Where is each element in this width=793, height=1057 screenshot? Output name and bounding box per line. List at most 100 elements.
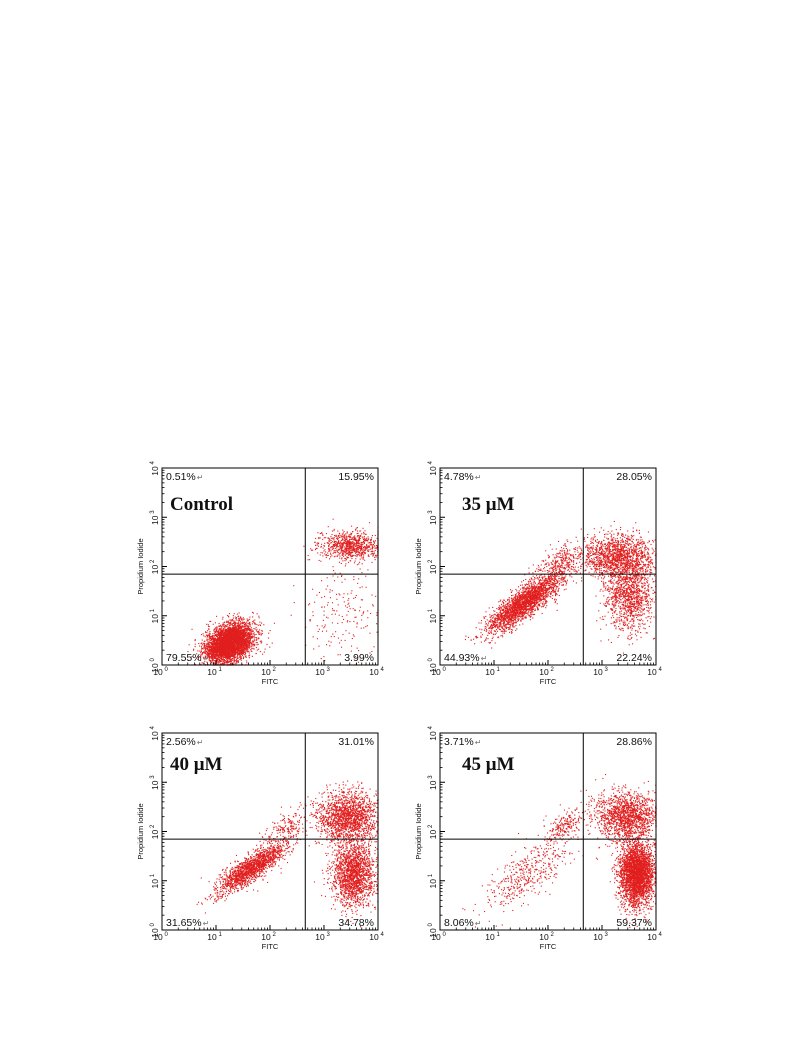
- event-dot-c0: [220, 632, 222, 634]
- event-dot-c0: [224, 644, 226, 646]
- event-dot-c0: [262, 653, 264, 655]
- event-dot-c0: [228, 657, 230, 659]
- event-dot-c1: [303, 545, 305, 547]
- event-dot-c1: [374, 559, 376, 561]
- event-dot-c0: [241, 642, 243, 644]
- event-dot-c0: [217, 640, 219, 642]
- event-dot-c0: [219, 663, 221, 665]
- event-dot-c0: [207, 639, 209, 641]
- event-dot-c0: [216, 660, 218, 662]
- event-dot-c0: [241, 650, 243, 652]
- event-dot-c0: [234, 653, 236, 655]
- event-dot-c0: [245, 627, 248, 629]
- event-dot-c1: [368, 546, 370, 548]
- event-dot-c0: [248, 635, 250, 637]
- event-dot-c0: [246, 633, 248, 635]
- event-dot-c1: [371, 544, 373, 546]
- event-dot-c0: [236, 645, 238, 647]
- event-dot-c0: [251, 631, 253, 633]
- event-dot-c0: [236, 661, 238, 663]
- event-dot-c1: [342, 529, 344, 531]
- event-dot-c0: [224, 637, 227, 639]
- event-dot-c0: [235, 639, 237, 641]
- event-dot-c0: [211, 650, 213, 652]
- event-dot-c1: [358, 547, 360, 549]
- event-dot-c0: [226, 659, 228, 661]
- event-dot-c0: [204, 643, 206, 645]
- event-dot-c1: [363, 552, 366, 554]
- event-dot-c1: [333, 544, 335, 546]
- event-dot-c0: [230, 646, 232, 648]
- event-dot-c1: [353, 549, 356, 551]
- event-dot-c0: [201, 639, 203, 641]
- event-dot-c0: [218, 622, 220, 625]
- event-dot-c0: [200, 654, 202, 656]
- event-dot-c1: [342, 545, 344, 547]
- event-dot-c0: [238, 651, 240, 653]
- event-dot-c0: [235, 637, 237, 639]
- event-dot-c0: [216, 626, 218, 628]
- event-dot-c0: [227, 663, 229, 665]
- event-dot-c0: [238, 643, 240, 646]
- event-dot-c0: [236, 629, 238, 631]
- event-dot-c0: [226, 648, 228, 650]
- event-dot-c1: [333, 539, 335, 541]
- event-dot-c0: [251, 623, 253, 625]
- event-dot-c0: [232, 633, 235, 635]
- event-dot-c0: [245, 646, 247, 648]
- event-dot-c0: [222, 648, 224, 650]
- event-dot-c0: [234, 663, 236, 665]
- event-dot-c0: [241, 641, 243, 643]
- event-dot-c0: [234, 640, 236, 642]
- event-dot-c0: [266, 643, 268, 645]
- event-dot-c0: [211, 648, 213, 650]
- event-dot-c0: [239, 621, 242, 623]
- event-dot-c1: [367, 550, 369, 552]
- event-dot-c0: [224, 655, 226, 657]
- event-dot-c1: [355, 551, 357, 553]
- event-dot-c0: [224, 645, 226, 648]
- event-dot-c0: [228, 648, 230, 650]
- event-dot-c0: [230, 642, 232, 644]
- event-dot-c0: [206, 651, 208, 653]
- event-dot-c0: [232, 619, 234, 621]
- event-dot-c1: [312, 549, 314, 551]
- event-dot-c1: [329, 539, 331, 541]
- event-dot-c1: [345, 545, 347, 547]
- event-dot-c1: [368, 555, 370, 557]
- event-dot-c0: [218, 662, 220, 664]
- event-dot-c0: [220, 640, 222, 642]
- event-dot-c0: [241, 647, 243, 649]
- event-dot-c1: [336, 538, 338, 540]
- event-dot-c0: [219, 641, 221, 643]
- event-dot-c0: [241, 622, 243, 624]
- event-dot-c0: [227, 636, 229, 638]
- event-dot-c0: [197, 650, 199, 652]
- event-dot-c0: [234, 627, 236, 629]
- event-dot-c1: [344, 543, 346, 545]
- event-dot-c2: [330, 641, 332, 643]
- event-dot-c1: [347, 552, 349, 554]
- event-dot-c0: [208, 645, 210, 647]
- event-dot-c0: [217, 647, 219, 649]
- event-dot-c0: [240, 629, 242, 632]
- event-dot-c0: [225, 652, 227, 654]
- event-dot-c0: [239, 617, 241, 619]
- event-dot-c1: [342, 544, 344, 546]
- event-dot-c0: [232, 644, 235, 647]
- event-dot-c1: [357, 540, 359, 542]
- event-dot-c0: [207, 652, 210, 655]
- event-dot-c0: [255, 646, 257, 649]
- event-dot-c0: [215, 634, 217, 636]
- event-dot-c0: [237, 637, 239, 639]
- event-dot-c0: [206, 636, 208, 638]
- event-dot-c0: [231, 631, 233, 633]
- event-dot-c1: [351, 540, 353, 542]
- event-dot-c0: [215, 630, 217, 633]
- event-dot-c0: [208, 647, 210, 649]
- event-dot-c0: [238, 617, 240, 619]
- event-dot-c0: [217, 639, 219, 641]
- event-dot-c0: [211, 643, 213, 646]
- event-dot-c0: [211, 652, 213, 654]
- event-dot-c0: [211, 638, 213, 640]
